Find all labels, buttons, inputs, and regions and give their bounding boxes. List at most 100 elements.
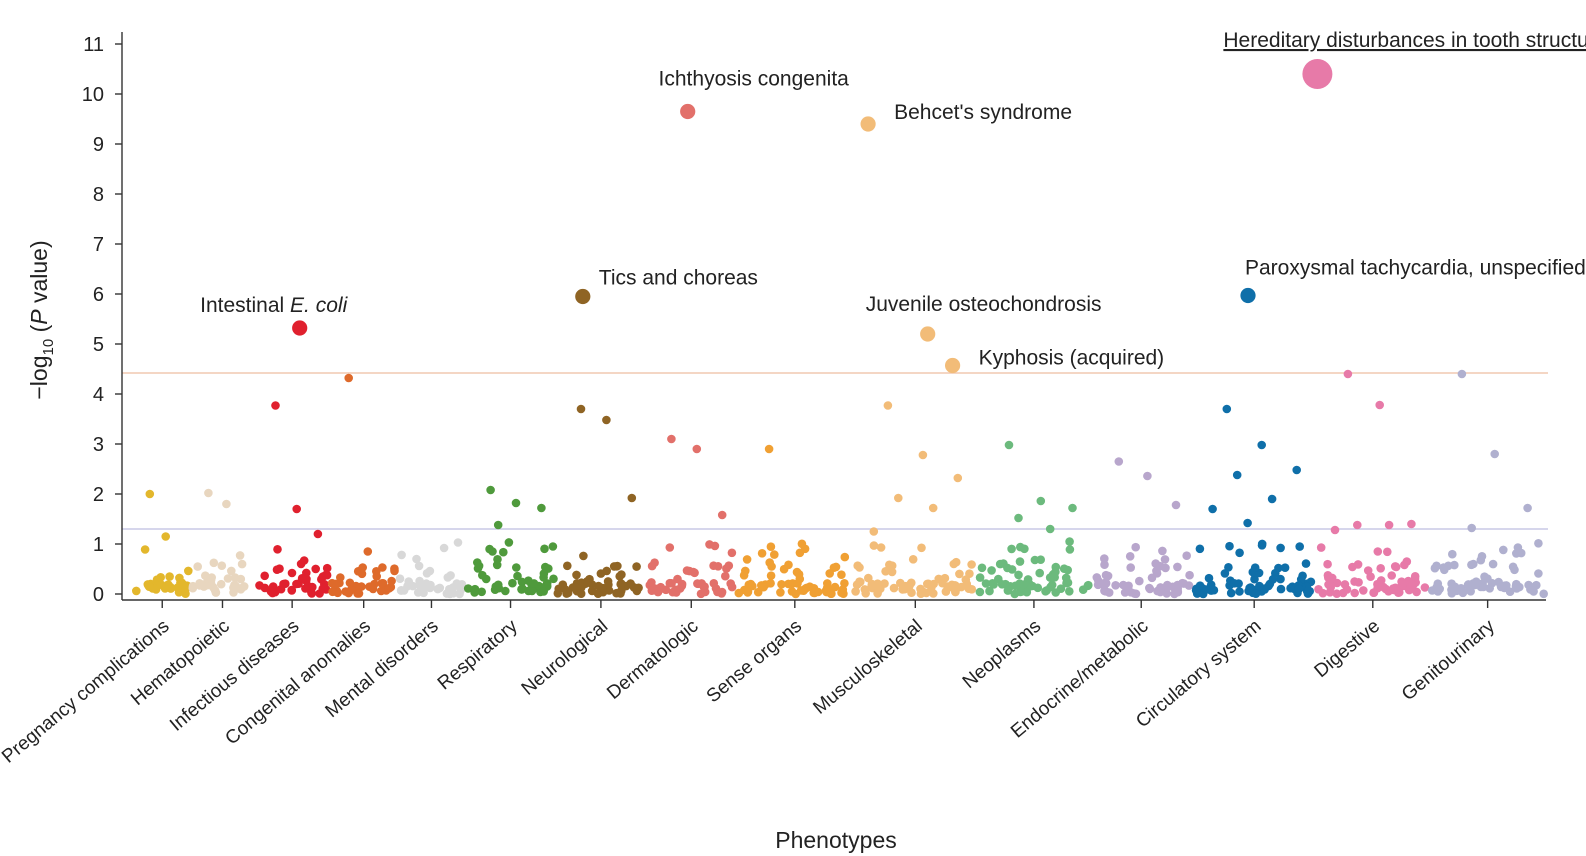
data-point [1202, 585, 1211, 594]
data-point [825, 569, 834, 578]
data-point [1500, 583, 1509, 593]
data-point [889, 583, 899, 593]
data-point-elevated [602, 415, 611, 425]
annotation-label: Hereditary disturbances in tooth structu… [1223, 29, 1586, 52]
data-point [408, 581, 418, 591]
data-point [140, 545, 150, 554]
data-point [372, 567, 381, 576]
data-point [1391, 583, 1400, 593]
y-tick-label: 1 [93, 534, 104, 556]
data-point [852, 580, 862, 589]
data-point [951, 587, 960, 597]
data-point-elevated [764, 444, 774, 454]
data-point [1324, 573, 1333, 582]
data-point [917, 543, 926, 553]
data-point [512, 563, 521, 572]
data-point-elevated [1384, 520, 1394, 530]
data-point [230, 573, 240, 582]
annotation-text: Hereditary disturbances in tooth structu… [1223, 29, 1586, 52]
y-axis-title-open: ( [26, 324, 52, 338]
data-point [1229, 579, 1239, 588]
data-point [777, 580, 786, 589]
data-point [270, 587, 280, 597]
data-point [184, 566, 193, 576]
data-point [1387, 571, 1396, 580]
data-point [1135, 576, 1144, 586]
data-point [887, 567, 897, 577]
data-point [1065, 537, 1074, 546]
data-point-elevated [1457, 369, 1467, 379]
data-point [132, 586, 141, 596]
data-point [975, 573, 985, 582]
data-point [1033, 583, 1043, 593]
data-point [650, 558, 659, 567]
data-point [492, 560, 502, 570]
data-point [1373, 547, 1383, 556]
data-point-elevated [1490, 449, 1499, 459]
y-tick-label: 11 [83, 34, 104, 56]
data-point [1250, 563, 1260, 572]
data-point-elevated [363, 547, 373, 556]
data-point [881, 567, 890, 576]
x-tick-label: Genitourinary [1398, 615, 1499, 705]
data-point [885, 560, 894, 570]
data-point-elevated [1004, 440, 1014, 450]
data-point [548, 542, 558, 551]
data-point-elevated [1267, 494, 1277, 504]
data-point [967, 560, 976, 569]
data-point [1125, 552, 1135, 561]
data-point-elevated [1143, 471, 1152, 481]
annotations: Intestinal E. coli Tics and choreas Ichthy… [200, 29, 1586, 374]
data-point [721, 571, 730, 581]
data-point [397, 550, 406, 560]
data-point [1185, 570, 1194, 580]
data-point [1016, 542, 1025, 552]
data-point [951, 557, 961, 567]
data-point [473, 558, 482, 567]
data-point [810, 588, 819, 598]
data-point [179, 580, 188, 589]
data-point [1508, 562, 1518, 572]
annotation-text: Tics and choreas [599, 267, 758, 290]
data-point-elevated [1243, 518, 1252, 528]
data-point [1092, 573, 1102, 582]
data-point [898, 585, 907, 594]
data-point [1126, 588, 1136, 597]
data-point [229, 588, 238, 597]
data-point [864, 573, 873, 583]
data-point [1173, 584, 1182, 593]
data-point [1435, 584, 1444, 594]
data-point [307, 589, 317, 598]
data-point [1224, 563, 1233, 572]
data-point [1515, 582, 1524, 592]
data-point [165, 572, 174, 581]
data-point-elevated [1292, 465, 1301, 475]
data-point [387, 576, 396, 586]
data-point [446, 571, 455, 580]
data-point [235, 551, 245, 560]
data-point [275, 564, 284, 573]
data-point [560, 585, 570, 594]
data-point [292, 579, 301, 589]
data-point [384, 584, 394, 593]
x-tick-label: Circulatory system [1132, 616, 1265, 733]
data-point [860, 585, 870, 594]
data-point [1400, 560, 1409, 570]
annotated-point [1240, 287, 1256, 304]
x-tick-label: Mental disorders [322, 616, 443, 722]
data-point [1158, 546, 1167, 556]
data-point [1340, 580, 1350, 589]
annotation-text: Paroxysmal tachycardia, unspecified [1245, 257, 1586, 280]
data-point [301, 584, 310, 593]
annotated-point [920, 326, 936, 342]
data-point [700, 587, 710, 597]
data-point [941, 587, 951, 596]
data-point-elevated [292, 504, 302, 514]
data-point [1348, 562, 1357, 572]
data-point [445, 584, 454, 594]
data-point [1179, 579, 1189, 588]
data-point-elevated [1068, 503, 1077, 513]
data-point [477, 587, 487, 597]
data-point-elevated [344, 373, 354, 383]
annotated-point [945, 357, 961, 374]
